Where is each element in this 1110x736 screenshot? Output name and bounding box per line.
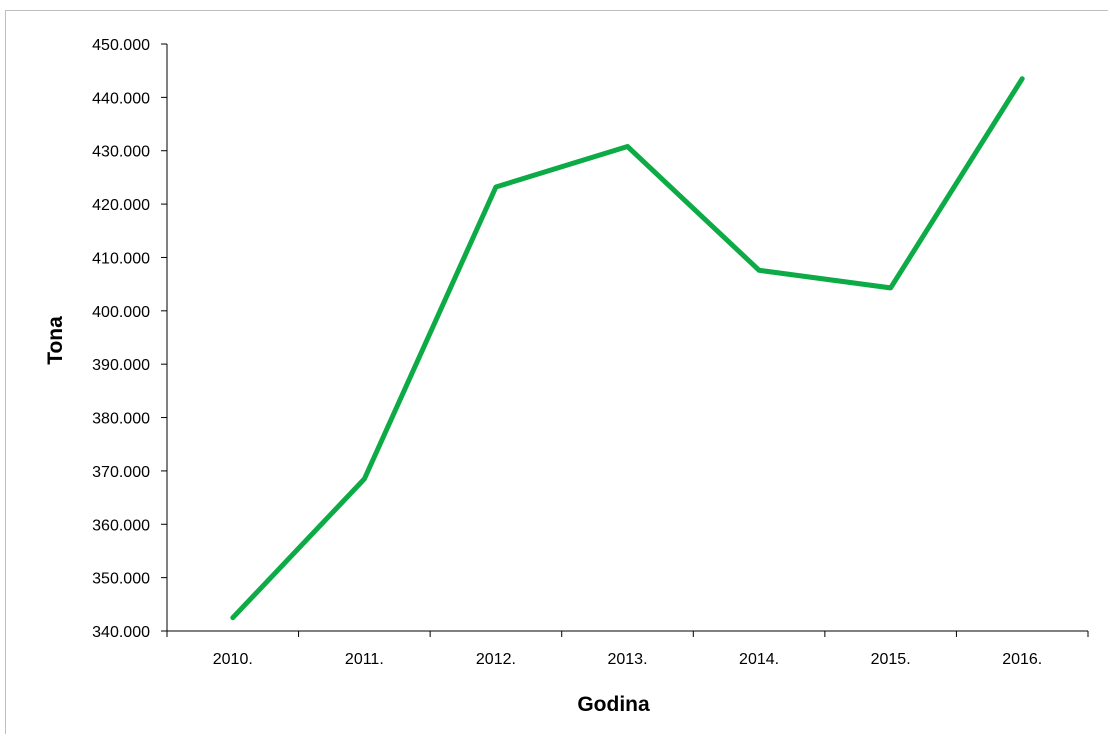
y-tick-label: 380.000 (92, 411, 150, 428)
series-line (230, 76, 1025, 621)
x-tick-label: 2015. (871, 651, 911, 668)
y-tick-label: 370.000 (92, 464, 150, 481)
x-axis: 2010. 2011. 2012. 2013. 2014. 2015. 2016. (166, 630, 1089, 668)
y-tick-label: 390.000 (92, 357, 150, 374)
y-axis-title: Tona (44, 316, 67, 365)
x-tick-label: 2012. (476, 651, 516, 668)
y-axis: 340.000 350.000 360.000 370.000 380.000 390.0… (92, 37, 168, 641)
y-tick-label: 450.000 (92, 37, 150, 54)
x-axis-title: Godina (577, 693, 650, 716)
x-tick-label: 2011. (345, 651, 384, 668)
y-tick-label: 410.000 (92, 250, 150, 267)
y-tick-label: 360.000 (92, 517, 150, 534)
y-tick-label: 350.000 (92, 571, 150, 588)
y-tick-label: 340.000 (92, 624, 150, 641)
plot-area (230, 76, 1025, 621)
x-tick-label: 2016. (1002, 651, 1042, 668)
chart-frame (5, 10, 1108, 734)
y-tick-label: 430.000 (92, 144, 150, 161)
y-tick-label: 420.000 (92, 197, 150, 214)
x-tick-label: 2014. (739, 651, 779, 668)
x-tick-label: 2010. (213, 651, 253, 668)
x-tick-label: 2013. (607, 651, 647, 668)
y-tick-label: 440.000 (92, 90, 150, 107)
y-tick-label: 400.000 (92, 304, 150, 321)
